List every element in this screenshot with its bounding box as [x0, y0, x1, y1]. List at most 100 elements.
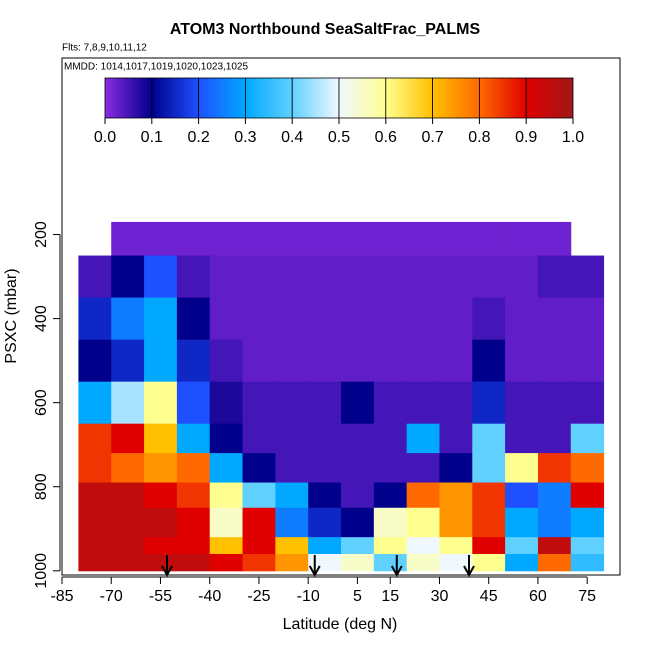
heatmap-cell [275, 255, 309, 299]
heatmap-cell [505, 423, 539, 454]
heatmap-cell [341, 297, 375, 341]
x-tick-label: 5 [353, 588, 362, 605]
heatmap-cell [209, 453, 244, 484]
heatmap-cell [78, 453, 112, 484]
heatmap-cell [176, 339, 211, 383]
colorbar-segment [244, 77, 293, 119]
heatmap-cell [111, 482, 145, 509]
heatmap-cell [242, 553, 276, 572]
colorbar-tick-label: 0.9 [515, 129, 537, 146]
x-tick-label: -85 [50, 588, 73, 605]
heatmap-cell [275, 297, 309, 341]
heatmap-cell [78, 381, 112, 425]
heatmap-cell [111, 553, 145, 572]
heatmap-cell [176, 381, 211, 425]
heatmap-cell [111, 339, 145, 383]
heatmap-cell [144, 423, 178, 454]
heatmap-cell [373, 255, 408, 299]
heatmap-cell [242, 482, 276, 509]
heatmap-cell [472, 553, 506, 572]
heatmap-cell [472, 339, 506, 383]
heatmap-cell [209, 297, 244, 341]
heatmap-cell [406, 297, 440, 341]
colorbar-tick-label: 0.8 [468, 129, 490, 146]
heatmap-cell [472, 537, 506, 555]
heatmap-cell [176, 221, 211, 257]
heatmap-cell [570, 423, 605, 454]
heatmap-cell [176, 453, 211, 484]
heatmap-cell [537, 381, 572, 425]
heatmap-cell [341, 255, 375, 299]
heatmap-cell [373, 537, 408, 555]
heatmap-cell [373, 423, 408, 454]
heatmap-cell [111, 221, 145, 257]
heatmap-cell [308, 537, 342, 555]
heatmap-cell [505, 453, 539, 484]
heatmap-cell [209, 423, 244, 454]
heatmap-cell [570, 381, 605, 425]
heatmap-cell [472, 453, 506, 484]
arrow-head [390, 565, 403, 578]
heatmap-cell [275, 339, 309, 383]
heatmap-cell [505, 381, 539, 425]
heatmap-cell [373, 221, 408, 257]
heatmap-cell [209, 255, 244, 299]
arrow [308, 555, 321, 578]
heatmap-cell [439, 507, 473, 538]
y-tick-label: 200 [33, 221, 50, 248]
heatmap-cell [111, 255, 145, 299]
heatmap-cell [505, 553, 539, 572]
heatmap-cell [537, 423, 572, 454]
heatmap-cell [111, 537, 145, 555]
heatmap-cell [406, 507, 440, 538]
heatmap-cell [341, 339, 375, 383]
colorbar-segment [198, 77, 246, 119]
heatmap-cell [78, 339, 112, 383]
heatmap-cell [570, 507, 605, 538]
heatmap-cell [373, 482, 408, 509]
heatmap-cell [472, 381, 506, 425]
heatmap-cell [373, 453, 408, 484]
heatmap-cell [308, 221, 342, 257]
heatmap-cell [144, 297, 178, 341]
heatmap-cell [570, 297, 605, 341]
heatmap-cell [209, 507, 244, 538]
heatmap-cell [373, 297, 408, 341]
heatmap-cell [472, 507, 506, 538]
heatmap-cell [341, 423, 375, 454]
heatmap-cell [176, 537, 211, 555]
heatmap-cell [439, 221, 473, 257]
x-tick-label: 30 [431, 588, 449, 605]
x-tick-label: 15 [381, 588, 399, 605]
heatmap-cell [209, 221, 244, 257]
heatmap-cell [209, 339, 244, 383]
colorbar-segment [291, 77, 340, 119]
heatmap-cell [439, 297, 473, 341]
heatmap-cell [78, 297, 112, 341]
heatmap-cell [78, 423, 112, 454]
heatmap-cell [472, 423, 506, 454]
colorbar-tick-label: 0.1 [141, 129, 163, 146]
colorbar-tick-label: 0.7 [421, 129, 443, 146]
arrow [161, 555, 173, 578]
heatmap-cell [505, 221, 539, 257]
arrow-head [161, 565, 173, 578]
colorbar-tick-label: 1.0 [562, 129, 584, 146]
y-tick-label: 400 [33, 305, 50, 332]
heatmap-cell [373, 553, 408, 572]
heatmap-cell [308, 507, 342, 538]
heatmap-cell [308, 381, 342, 425]
colorbar-segment [104, 77, 153, 119]
heatmap-cell [505, 482, 539, 509]
heatmap-cell [308, 297, 342, 341]
arrow [463, 555, 475, 578]
heatmap-cell [341, 381, 375, 425]
heatmap-cell [570, 482, 605, 509]
heatmap-cell [242, 423, 276, 454]
heatmap-cell [373, 381, 408, 425]
heatmap-cell [341, 221, 375, 257]
colorbar-tick-label: 0.2 [187, 129, 209, 146]
heatmap-cell [406, 339, 440, 383]
heatmap-cell [78, 553, 112, 572]
